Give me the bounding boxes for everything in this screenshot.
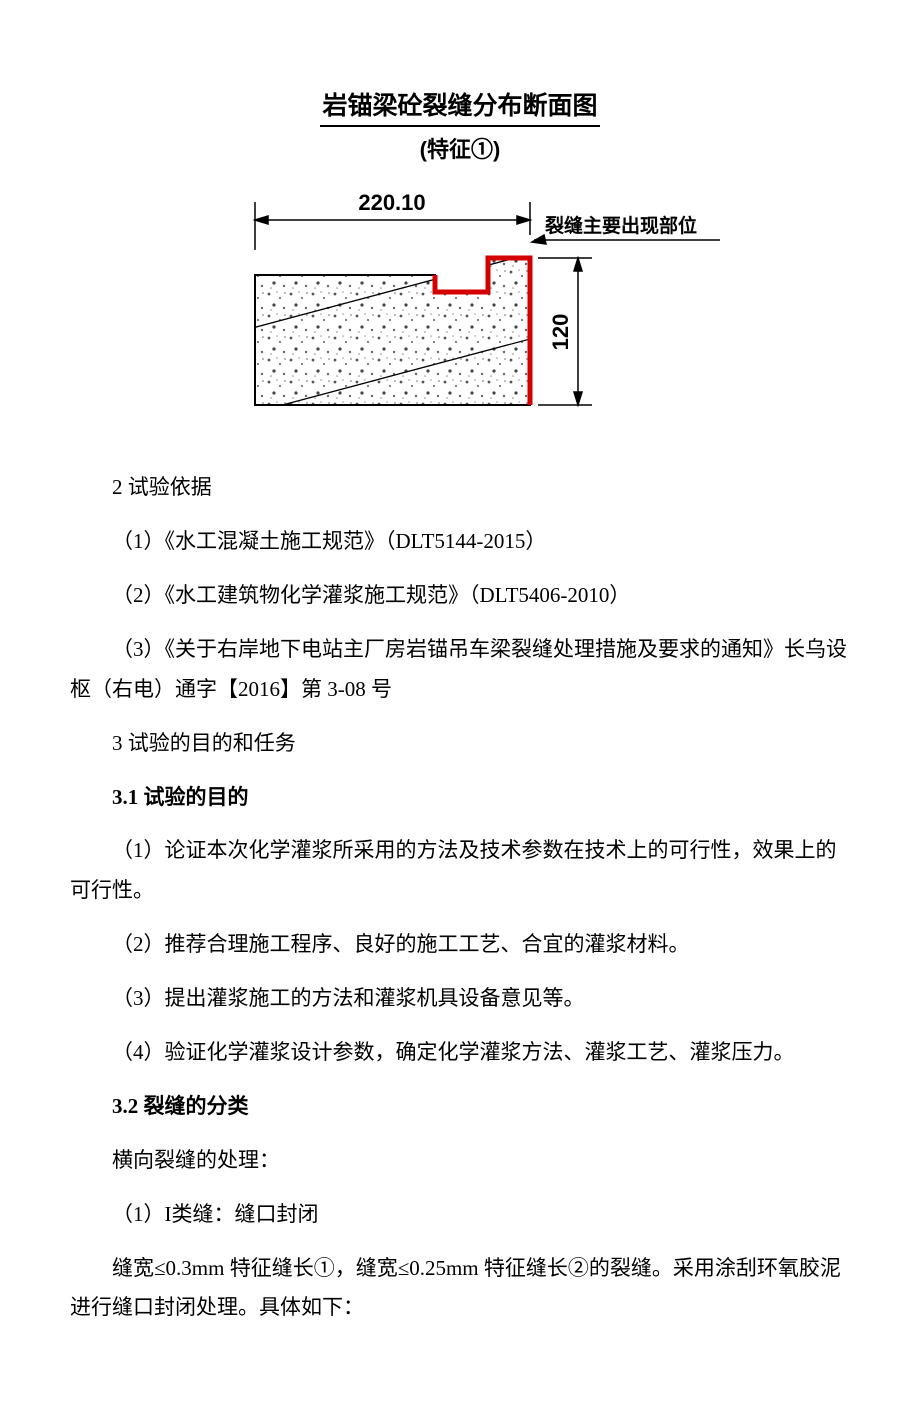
section-2-title: 2 试验依据 bbox=[70, 468, 850, 508]
section-3-1-title: 3.1 试验的目的 bbox=[70, 778, 850, 818]
section-3-2-p3: 缝宽≤0.3mm 特征缝长①，缝宽≤0.25mm 特征缝长②的裂缝。采用涂刮环氧… bbox=[70, 1249, 850, 1329]
diagram-annotation: 裂缝主要出现部位 bbox=[545, 214, 697, 237]
section-3-1-item-2: （2）推荐合理施工程序、良好的施工工艺、合宜的灌浆材料。 bbox=[70, 925, 850, 965]
section-3-title: 3 试验的目的和任务 bbox=[70, 724, 850, 764]
section-3-1-item-1: （1）论证本次化学灌浆所采用的方法及技术参数在技术上的可行性，效果上的可行性。 bbox=[70, 831, 850, 911]
section-3-2-p2: （1）I类缝：缝口封闭 bbox=[70, 1195, 850, 1235]
diagram-svg: 220.10 120 bbox=[200, 180, 720, 454]
section-3-2-p1: 横向裂缝的处理： bbox=[70, 1141, 850, 1181]
diagram-container: 岩锚梁砼裂缝分布断面图 (特征①) bbox=[200, 90, 720, 454]
section-2-item-1: （1）《水工混凝土施工规范》（DLT5144-2015） bbox=[70, 522, 850, 562]
diagram-title: 岩锚梁砼裂缝分布断面图 bbox=[200, 90, 720, 127]
section-2-item-2: （2）《水工建筑物化学灌浆施工规范》（DLT5406-2010） bbox=[70, 576, 850, 616]
dim-height-label: 120 bbox=[548, 314, 573, 351]
diagram-title-text: 岩锚梁砼裂缝分布断面图 bbox=[320, 90, 599, 127]
diagram-subtitle: (特征①) bbox=[200, 129, 720, 171]
section-2-item-3: （3）《关于右岸地下电站主厂房岩锚吊车梁裂缝处理措施及要求的通知》长乌设枢（右电… bbox=[70, 637, 847, 701]
section-3-1-item-4: （4）验证化学灌浆设计参数，确定化学灌浆方法、灌浆工艺、灌浆压力。 bbox=[70, 1033, 850, 1073]
section-3-1-item-3: （3）提出灌浆施工的方法和灌浆机具设备意见等。 bbox=[70, 979, 850, 1019]
dim-width-label: 220.10 bbox=[358, 190, 425, 215]
section-3-2-title: 3.2 裂缝的分类 bbox=[70, 1087, 850, 1127]
